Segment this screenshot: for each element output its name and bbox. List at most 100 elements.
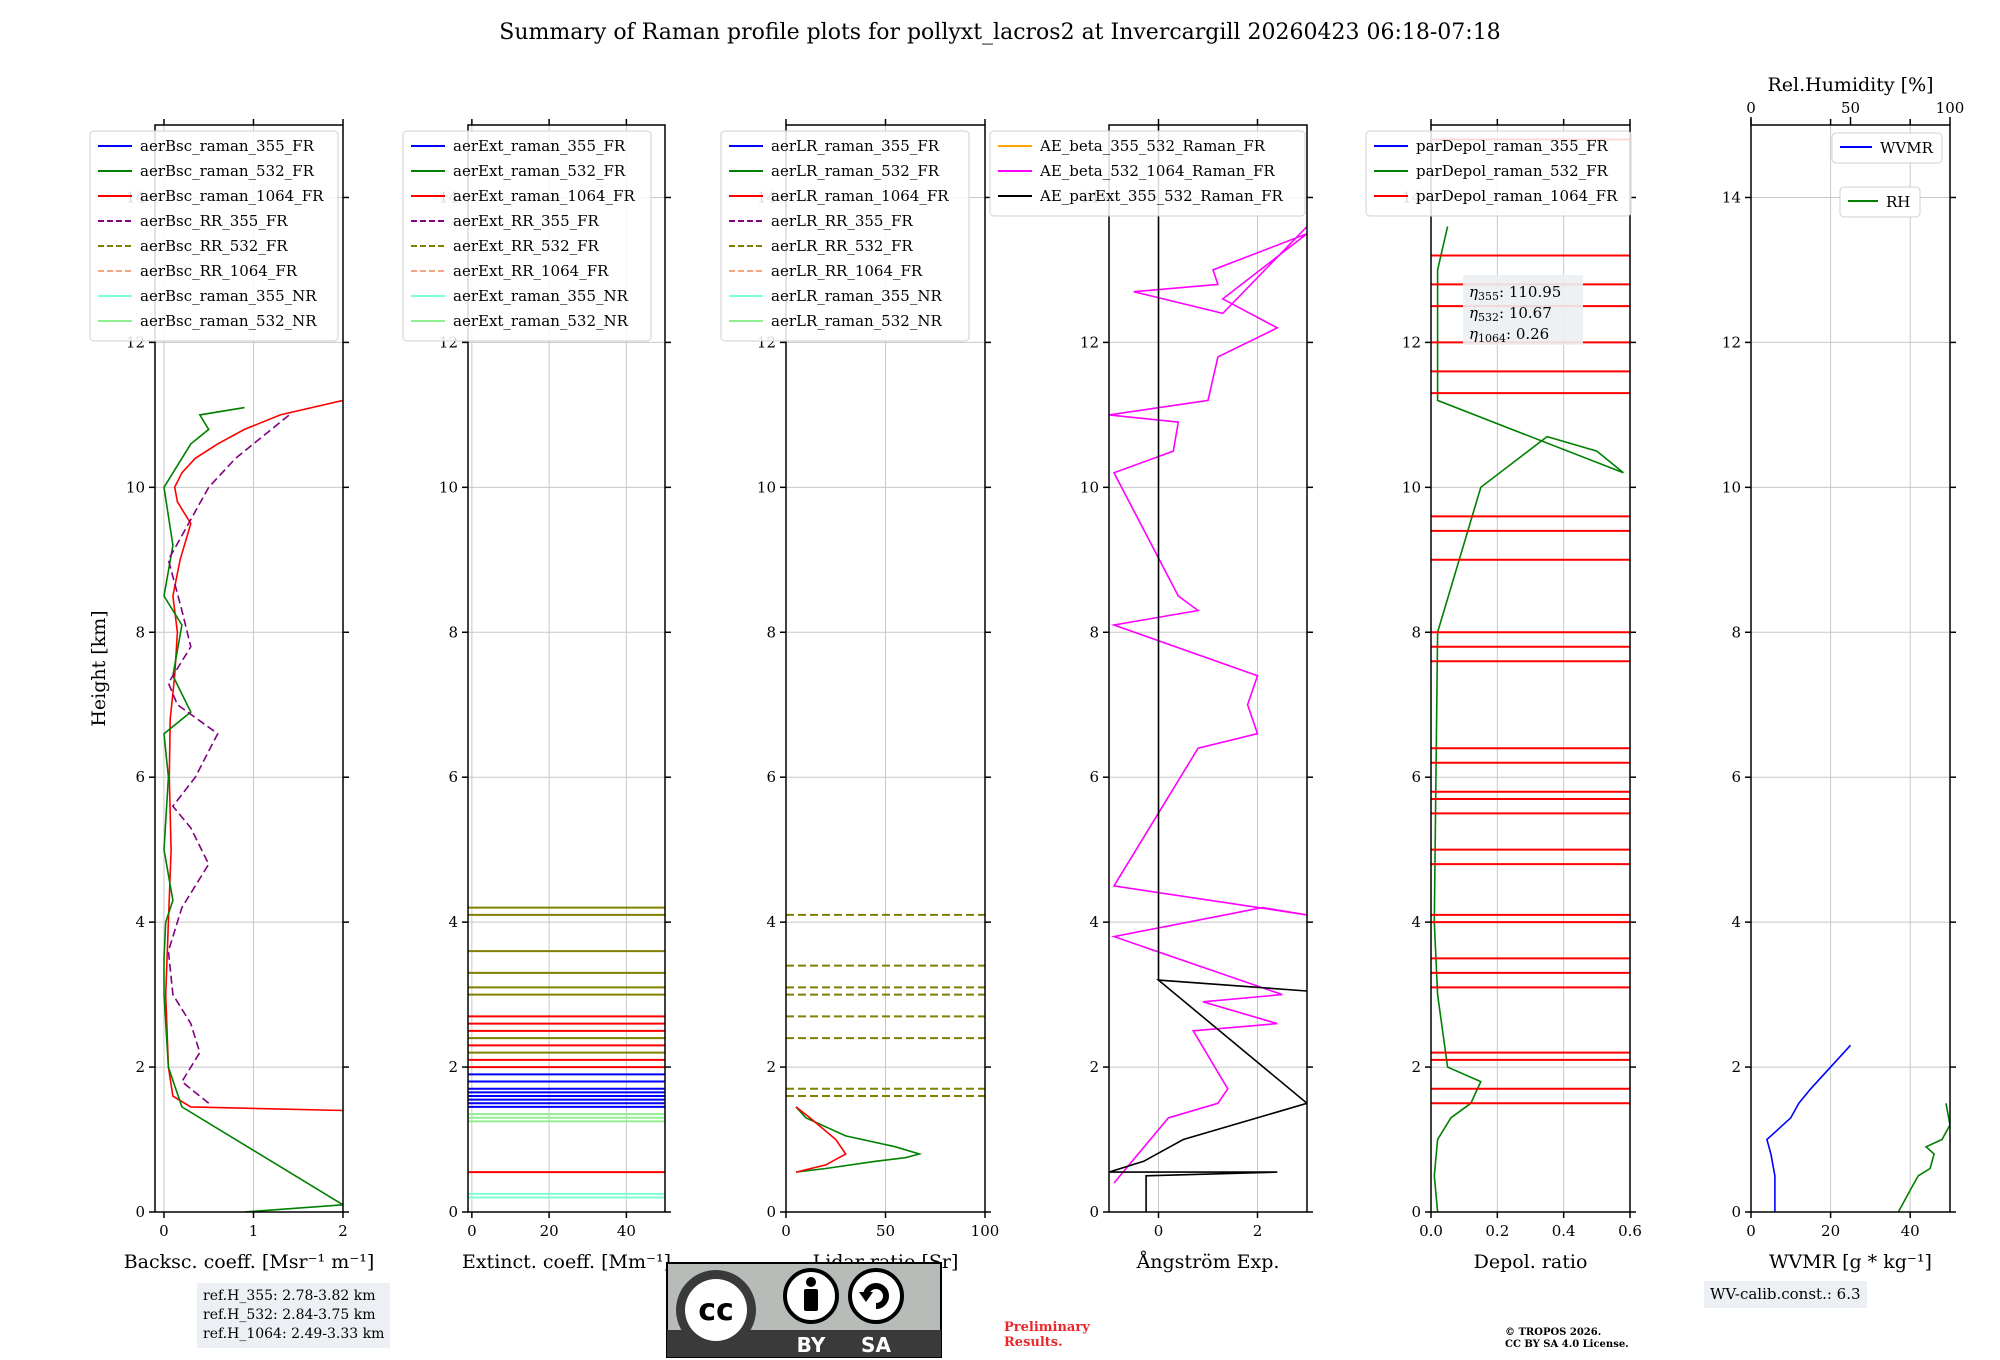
y-tick-label: 0 (1731, 1203, 1741, 1221)
x-axis-label: WVMR [g * kg⁻¹] (1769, 1251, 1932, 1273)
x-tick-label: 0.4 (1552, 1222, 1576, 1240)
y-tick-label: 10 (439, 478, 458, 496)
x-axis-label: Ångström Exp. (1136, 1251, 1280, 1273)
legend-label: aerLR_raman_355_FR (771, 137, 940, 155)
y-tick-label: 4 (1089, 913, 1099, 931)
top-x-tick-label: 100 (1936, 99, 1965, 117)
panel-ext: 0246810121402040Extinct. coeff. [Mm⁻¹]ae… (402, 119, 671, 1273)
legend-label: aerExt_raman_355_NR (453, 287, 629, 305)
y-tick-label: 8 (1731, 623, 1741, 641)
panel-wv: 0 2 4 6 8 10 12 14 0 20 40 WVMR [g * kg⁻¹] 0 50 100Rel… (1722, 74, 1964, 1273)
series-line-aerLR_raman_1064_FR (795, 1106, 847, 1173)
top-x-tick-label: 50 (1841, 99, 1860, 117)
wv-calib-text: WV-calib.const.: 6.3 (1710, 1285, 1861, 1303)
eta-line: η1064: 0.26 (1469, 325, 1549, 345)
y-tick-label: 10 (1080, 478, 1099, 496)
copyright-line1: © TROPOS 2026. (1505, 1327, 1602, 1338)
y-tick-label: 4 (135, 913, 145, 931)
y-tick-label: 6 (766, 768, 776, 786)
series-line-AE_beta_532_1064_Raman_FR (1109, 225, 1307, 1184)
x-tick-label: 0 (467, 1222, 477, 1240)
panel-data-lr (786, 913, 985, 1173)
legend-label: WVMR (1880, 139, 1934, 157)
ref-h-1064: ref.H_1064: 2.49-3.33 km (203, 1326, 385, 1342)
legend-box (989, 130, 1306, 217)
legend-label: aerBsc_raman_355_FR (140, 137, 315, 155)
x-axis-label: Backsc. coeff. [Msr⁻¹ m⁻¹] (124, 1251, 375, 1273)
ref-h-355: ref.H_355: 2.78-3.82 km (203, 1288, 376, 1304)
copyright-line2: CC BY SA 4.0 License. (1505, 1339, 1629, 1350)
y-tick-label: 2 (448, 1058, 458, 1076)
y-tick-label: 2 (766, 1058, 776, 1076)
x-tick-label: 0.6 (1618, 1222, 1642, 1240)
legend-label: aerLR_RR_532_FR (771, 237, 913, 255)
x-tick-label: 0.0 (1419, 1222, 1443, 1240)
eta-box (1463, 275, 1583, 345)
y-tick-label: 12 (1080, 333, 1099, 351)
legend-label: parDepol_raman_532_FR (1416, 162, 1609, 180)
x-tick-label: 20 (540, 1222, 559, 1240)
x-tick-label: 0 (1154, 1222, 1164, 1240)
x-tick-label: 2 (338, 1222, 348, 1240)
legend-label: aerBsc_RR_1064_FR (140, 262, 298, 280)
page-title: Summary of Raman profile plots for polly… (499, 20, 1501, 45)
panel-bsc: 02468101214012Backsc. coeff. [Msr⁻¹ m⁻¹]… (88, 119, 374, 1273)
legend-label: AE_beta_532_1064_Raman_FR (1039, 162, 1275, 180)
legend-wvmr: WVMR (1831, 132, 1943, 164)
legend-label: aerLR_raman_532_FR (771, 162, 940, 180)
by-icon-head (806, 1277, 816, 1287)
sa-icon-arc (863, 1283, 889, 1309)
y-tick-label: 2 (1731, 1058, 1741, 1076)
y-tick-label: 10 (1402, 478, 1421, 496)
series-line-aerBsc_RR_355_FR (167, 414, 290, 1104)
panel-ae: 0246810121402Ångström Exp.AE_beta_355_53… (989, 119, 1313, 1273)
legend-ae: AE_beta_355_532_Raman_FR AE_beta_532_1064… (989, 130, 1306, 217)
legend-label: aerExt_raman_532_NR (453, 312, 629, 330)
sa-icon (848, 1268, 904, 1324)
y-tick-label: 2 (135, 1058, 145, 1076)
legend-ext: aerExt_raman_355_FR aerExt_raman_532_FRae… (402, 130, 652, 342)
legend-label: aerExt_raman_355_FR (453, 137, 626, 155)
legend-label: AE_parExt_355_532_Raman_FR (1039, 187, 1284, 205)
y-tick-label: 4 (766, 913, 776, 931)
legend-label: aerBsc_raman_532_NR (140, 312, 317, 330)
top-axis-label: Rel.Humidity [%] (1767, 74, 1933, 96)
cc-icon (685, 1279, 747, 1341)
legend-box (720, 130, 970, 342)
y-tick-label: 0 (135, 1203, 145, 1221)
legend-rh: RH (1839, 186, 1921, 218)
y-tick-label: 6 (1411, 768, 1421, 786)
legend-label: aerExt_RR_1064_FR (453, 262, 609, 280)
x-tick-label: 2 (1253, 1222, 1263, 1240)
panel-lr: 02468101214050100Lidar ratio [Sr]aerLR_r… (720, 119, 1000, 1273)
axes-frame-wv (1750, 124, 1951, 1213)
panel-data-wv (1765, 1044, 1950, 1212)
x-axis-label: Extinct. coeff. [Mm⁻¹] (462, 1251, 671, 1273)
axes-frame-ae (1108, 124, 1308, 1213)
wv-calib-box: WV-calib.const.: 6.3 (1704, 1281, 1867, 1308)
axes-frame-bsc (154, 124, 344, 1213)
legend-dep: parDepol_raman_355_FR parDepol_raman_532_… (1365, 130, 1632, 217)
x-tick-label: 0 (781, 1222, 791, 1240)
legend-label: aerBsc_RR_532_FR (140, 237, 288, 255)
legend-label: aerExt_raman_532_FR (453, 162, 626, 180)
series-line-parDepol_raman_532_FR (1433, 226, 1624, 1212)
sa-icon-arrow (859, 1292, 873, 1302)
legend-label: aerLR_RR_355_FR (771, 212, 913, 230)
y-tick-label: 8 (1089, 623, 1099, 641)
preliminary-note: Preliminary Results. (1004, 1320, 1090, 1350)
series-line-aerBsc_raman_1064_FR (164, 399, 343, 1112)
preliminary-line2: Results. (1004, 1335, 1063, 1350)
x-tick-label: 50 (876, 1222, 895, 1240)
x-tick-label: 100 (971, 1222, 1000, 1240)
legend-label: aerExt_RR_355_FR (453, 212, 600, 230)
x-tick-label: 0 (159, 1222, 169, 1240)
x-tick-label: 40 (617, 1222, 636, 1240)
legend-label: RH (1886, 193, 1910, 211)
legend-label: aerBsc_RR_355_FR (140, 212, 288, 230)
x-tick-label: 1 (249, 1222, 259, 1240)
y-tick-label: 0 (1411, 1203, 1421, 1221)
eta-line: η532: 10.67 (1469, 304, 1552, 324)
